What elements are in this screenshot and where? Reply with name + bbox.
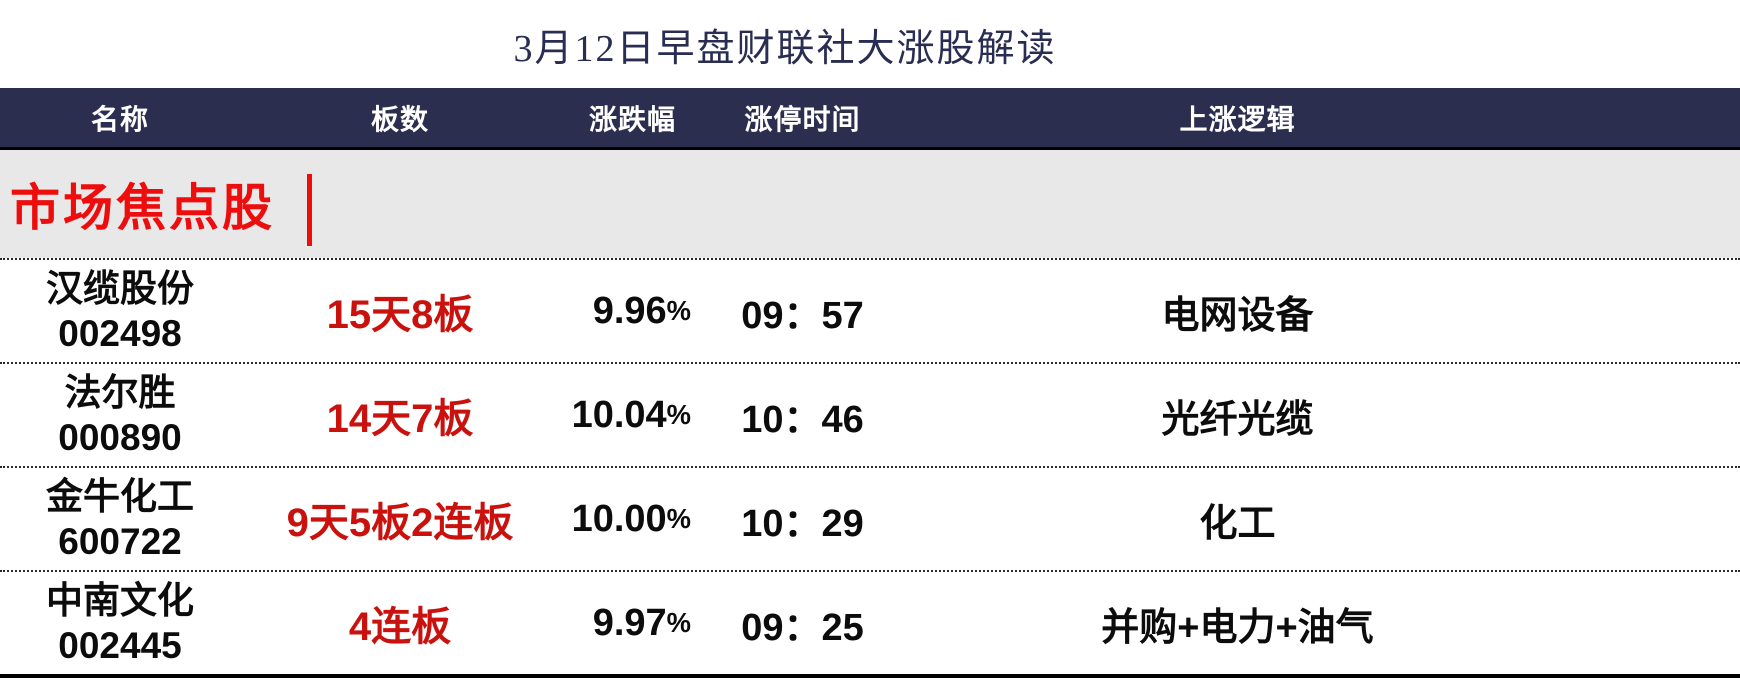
stock-code: 600722 bbox=[58, 521, 182, 562]
table-header: 名称 板数 涨跌幅 涨停时间 上涨逻辑 bbox=[0, 88, 1740, 150]
section-divider-bar bbox=[307, 174, 312, 246]
section-title: 市场焦点股 bbox=[10, 180, 275, 236]
percent-sign: % bbox=[666, 607, 691, 638]
change-percent: 9.97% bbox=[592, 601, 691, 644]
stock-name-cell: 法尔胜 000890 bbox=[0, 364, 240, 466]
column-header-name: 名称 bbox=[90, 103, 149, 135]
board-count: 9天5板2连板 bbox=[286, 501, 514, 545]
change-percent: 10.00% bbox=[571, 497, 691, 540]
column-header-logic: 上涨逻辑 bbox=[1179, 103, 1296, 135]
rise-logic: 并购+电力+油气 bbox=[1101, 606, 1374, 649]
percent-sign: % bbox=[666, 503, 691, 534]
stock-name-cell: 汉缆股份 002498 bbox=[0, 260, 240, 362]
table-row: 汉缆股份 002498 15天8板 9.96% 09：57 电网设备 bbox=[0, 258, 1740, 362]
stock-name: 中南文化 bbox=[46, 579, 194, 621]
stock-name: 汉缆股份 bbox=[46, 267, 194, 309]
limit-up-time: 10：46 bbox=[741, 398, 864, 441]
rise-logic: 化工 bbox=[1199, 502, 1276, 545]
stock-code: 002498 bbox=[58, 313, 182, 354]
change-percent: 9.96% bbox=[592, 289, 691, 332]
stock-name: 金牛化工 bbox=[46, 475, 194, 517]
stock-code: 002445 bbox=[58, 625, 182, 666]
limit-up-time: 09：25 bbox=[741, 606, 864, 649]
page-title: 3月12日早盘财联社大涨股解读 bbox=[513, 27, 1057, 70]
board-count: 14天7板 bbox=[326, 397, 474, 441]
table-row: 法尔胜 000890 14天7板 10.04% 10：46 光纤光缆 bbox=[0, 362, 1740, 466]
column-header-time: 涨停时间 bbox=[744, 103, 861, 135]
table-row: 中南文化 002445 4连板 9.97% 09：25 并购+电力+油气 bbox=[0, 570, 1740, 674]
change-percent: 10.04% bbox=[571, 393, 691, 436]
rise-logic: 电网设备 bbox=[1161, 294, 1314, 337]
board-count: 15天8板 bbox=[326, 293, 474, 337]
rise-logic: 光纤光缆 bbox=[1161, 398, 1314, 441]
column-header-change: 涨跌幅 bbox=[588, 103, 676, 135]
stock-name: 法尔胜 bbox=[64, 371, 176, 413]
stock-code: 000890 bbox=[58, 417, 182, 458]
section-band: 市场焦点股 bbox=[0, 150, 1740, 258]
column-header-board: 板数 bbox=[370, 103, 429, 135]
table-row: 金牛化工 600722 9天5板2连板 10.00% 10：29 化工 bbox=[0, 466, 1740, 570]
limit-up-time: 10：29 bbox=[741, 502, 864, 545]
limit-up-time: 09：57 bbox=[741, 294, 864, 337]
stock-name-cell: 金牛化工 600722 bbox=[0, 468, 240, 570]
percent-sign: % bbox=[666, 399, 691, 430]
percent-sign: % bbox=[666, 295, 691, 326]
board-count: 4连板 bbox=[348, 605, 452, 649]
table-bottom-border bbox=[0, 674, 1740, 678]
stock-name-cell: 中南文化 002445 bbox=[0, 572, 240, 674]
